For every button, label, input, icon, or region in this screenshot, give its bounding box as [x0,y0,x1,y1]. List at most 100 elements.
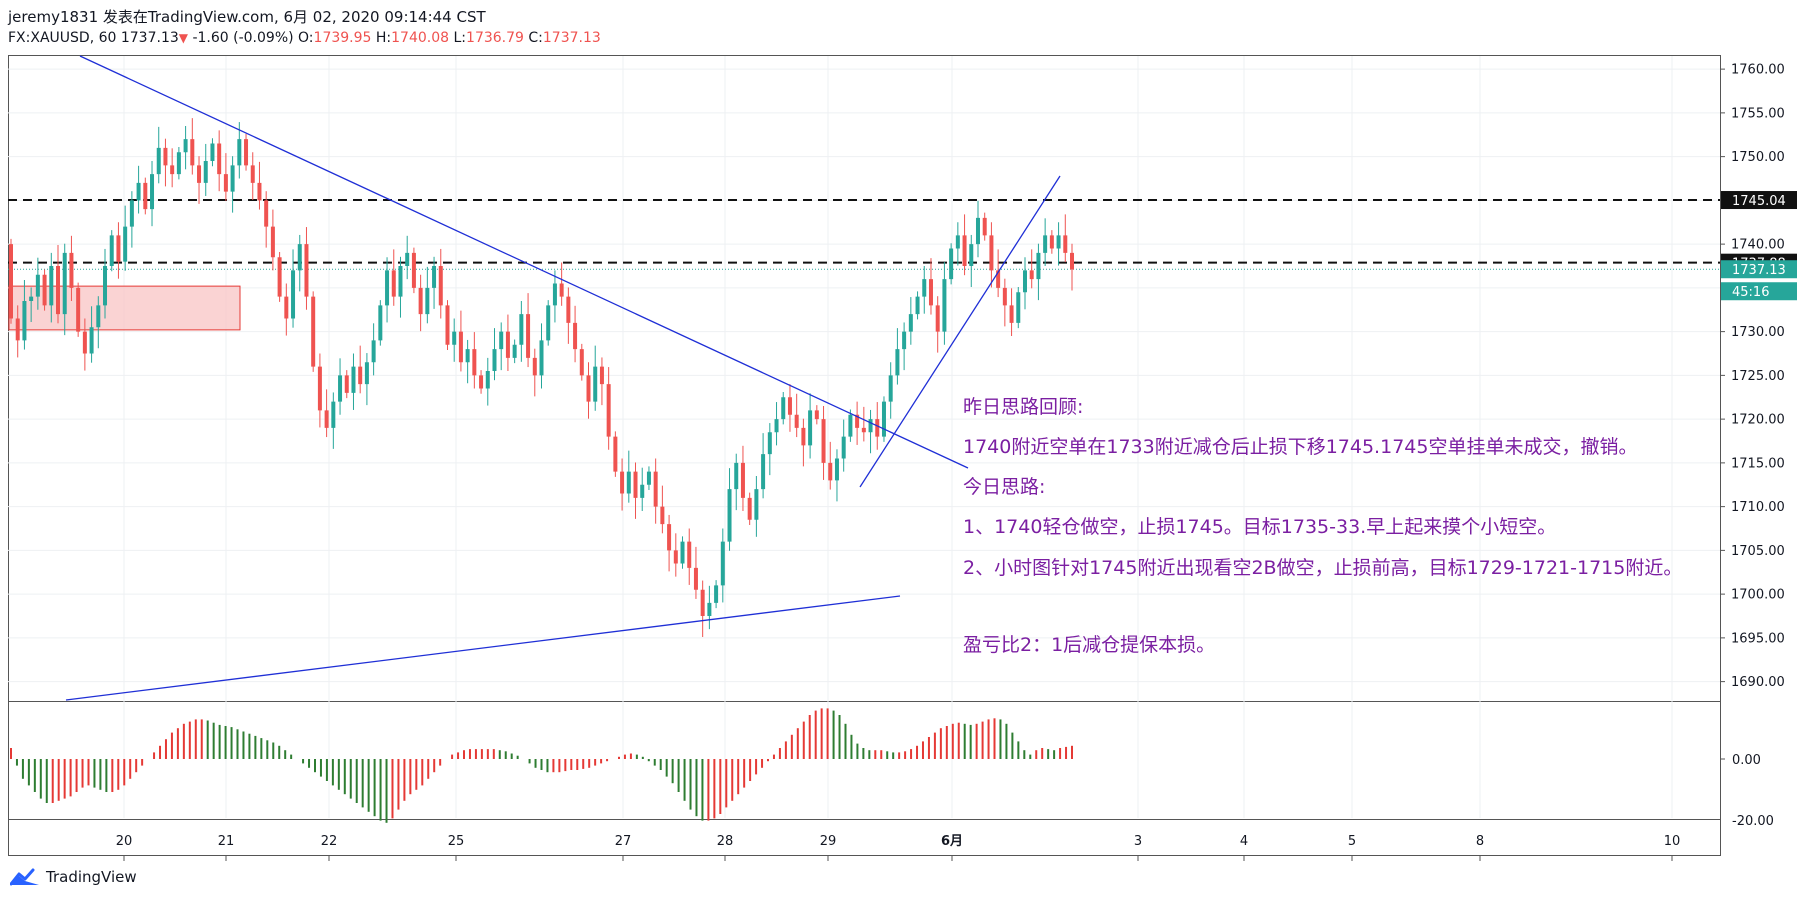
candle-body [1036,252,1041,280]
time-tick-label: 10 [1664,834,1681,849]
candle-body [579,349,584,376]
candle-body [908,314,913,332]
candle-body [996,270,1001,288]
indicator-tick-label: 0.00 [1732,753,1761,768]
candle-body [821,419,826,463]
price-tick-label: 1720.00 [1731,413,1785,428]
candle-body [210,143,215,161]
candle-body [881,401,886,437]
candle-body [22,301,27,341]
price-tick-label: 1750.00 [1731,150,1785,165]
candle-body [546,305,551,341]
zone-rect [8,285,241,331]
candle-body [1009,305,1014,323]
time-tick-label: 8 [1476,834,1484,849]
candle-body [848,414,853,437]
candle-body [532,357,537,376]
down-triangle-icon: ▼ [178,31,188,45]
close-label: C: [528,30,543,46]
candle-body [458,331,463,363]
candle-body [1016,292,1021,323]
time-tick-label: 20 [116,834,133,849]
candle-body [123,226,128,262]
candle-body [734,462,739,490]
candle-body [626,471,631,494]
price-badge-label: 1737.13 [1732,263,1786,278]
close-value: 1737.13 [542,30,601,46]
price-tick-label: 1725.00 [1731,369,1785,384]
high-label: H: [375,30,392,46]
candle-body [15,318,20,341]
candle-body [1043,235,1048,253]
candle-body [727,489,732,542]
candle-body [42,274,47,306]
candle-body [989,235,994,271]
candle-body [1029,270,1034,280]
brand[interactable]: TradingView [10,868,137,886]
time-tick-label: 25 [448,834,465,849]
time-axis[interactable]: 20 21 22 25 27 28 29 6月 3 4 5 8 10 [116,834,1681,861]
candle-body [492,349,497,371]
low-value: 1736.79 [466,30,524,46]
annotation-risk-reward: 盈亏比2：1后减仓提保本损。 [963,634,1216,656]
candle-body [411,252,416,288]
candle-body [915,296,920,315]
candle-body [109,235,114,266]
candle-body [176,152,181,175]
candle-body [942,279,947,332]
candle-body [89,327,94,354]
candle-body [559,283,564,297]
candle-body [217,143,222,175]
candle-body [801,427,806,446]
candle-body [264,200,269,227]
candle-body [331,401,336,428]
price-axis[interactable]: 1760.001755.001750.001745.001740.001735.… [1720,63,1785,829]
candle-body [150,174,155,210]
candle-body [620,471,625,494]
candle-body [129,200,134,227]
price-tick-label: 1705.00 [1731,544,1785,559]
candle-body [291,270,296,319]
candle-body [552,283,557,306]
candle-body [653,471,658,507]
candle-body [633,471,638,498]
annotation-review-text: 1740附近空单在1733附近减仓后止损下移1745.1745空单挂单未成交，撤… [963,436,1638,458]
price-tick-label: 1695.00 [1731,631,1785,646]
candle-body [935,305,940,332]
price-tick-label: 1715.00 [1731,456,1785,471]
candle-body [418,287,423,315]
candle-body [143,182,148,210]
trendline-support [65,595,901,701]
time-tick-label: 28 [717,834,734,849]
candle-body [317,366,322,411]
candle-body [505,331,510,358]
candle-body [432,266,437,288]
candle-body [103,266,108,306]
candle-body [855,414,860,428]
price-badge [1721,191,1797,210]
candle-body [774,419,779,433]
time-tick-label: 4 [1240,834,1248,849]
candle-body [163,147,168,166]
time-tick-label: 5 [1348,834,1356,849]
annotation-review-title: 昨日思路回顾: [963,396,1084,418]
candle-body [29,296,34,301]
candle-body [895,349,900,376]
price-badge [1721,282,1797,301]
price-tick-label: 1730.00 [1731,325,1785,340]
candle-body [794,414,799,428]
candle-body [593,366,598,402]
price-badge [1721,260,1797,279]
candle-body [526,314,531,358]
candle-body [250,165,255,183]
candle-body [875,419,880,437]
candle-body [183,139,188,153]
candle-body [156,147,161,175]
candle-body [834,458,839,481]
candle-body [385,270,390,306]
candle-body [116,235,121,262]
candle-body [197,165,202,183]
indicator-histogram [10,708,1073,823]
